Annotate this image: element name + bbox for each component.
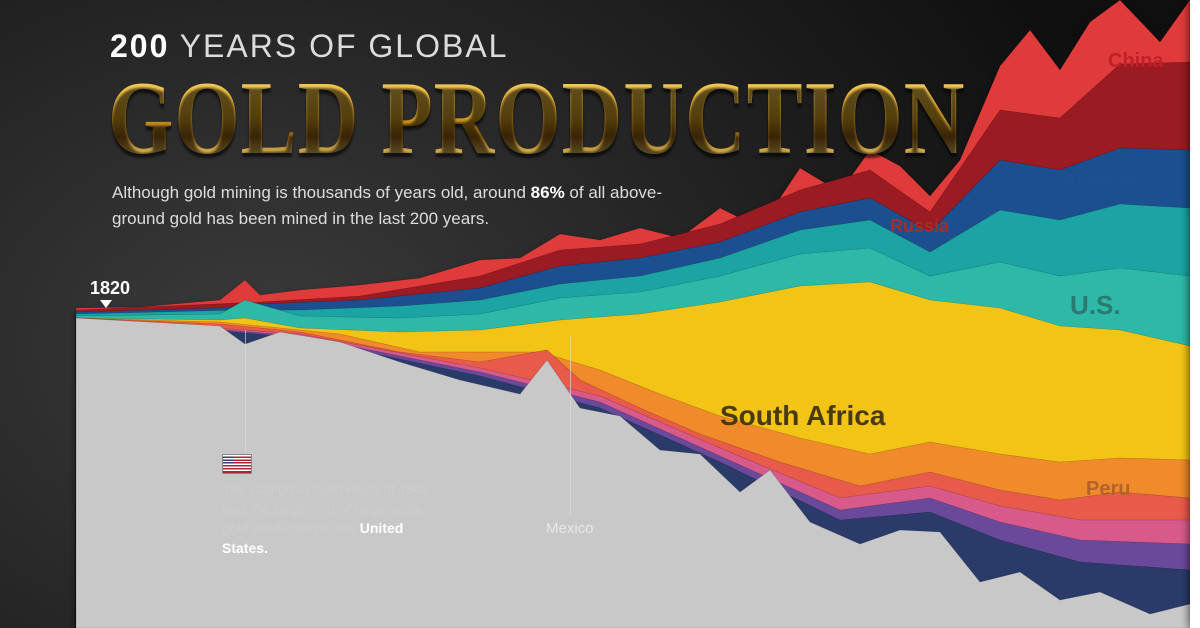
title-main: GOLD PRODUCTION (108, 58, 965, 179)
subtitle: Although gold mining is thousands of yea… (112, 180, 672, 231)
california-callout-text: The California Gold Rush of 1848 was the… (222, 480, 452, 558)
mexico-callout-line (570, 336, 571, 515)
year-marker-label: 1820 (90, 278, 130, 299)
us-flag-icon (222, 454, 252, 474)
subtitle-bold: 86% (531, 183, 565, 202)
infographic-stage: 200 YEARS OF GLOBAL GOLD PRODUCTION Alth… (0, 0, 1200, 628)
right-edge-rule (1190, 0, 1200, 628)
california-callout-line (245, 330, 246, 452)
year-marker-tick (100, 300, 112, 308)
mexico-label: Mexico (546, 520, 594, 537)
subtitle-before: Although gold mining is thousands of yea… (112, 183, 531, 202)
